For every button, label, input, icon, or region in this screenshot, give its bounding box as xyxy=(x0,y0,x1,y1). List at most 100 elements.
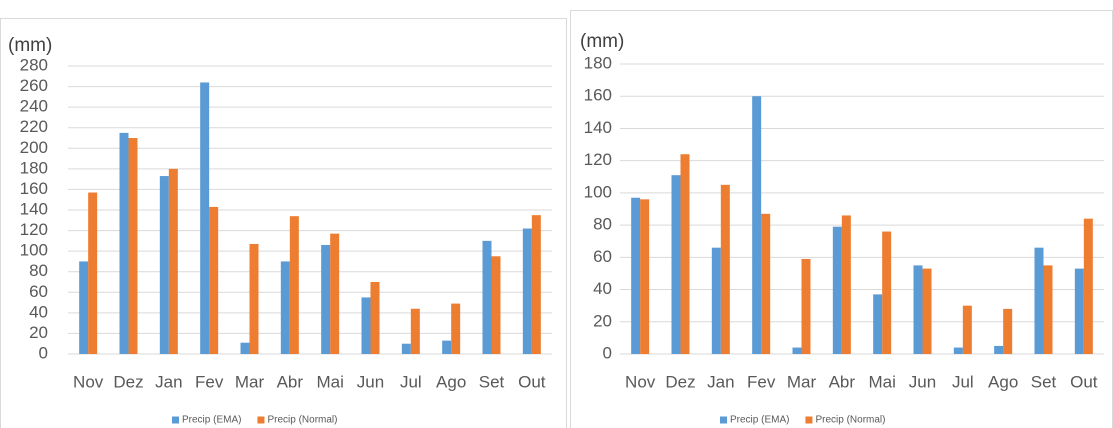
bar xyxy=(289,216,299,354)
bar xyxy=(680,154,690,354)
x-tick-label: Dez xyxy=(665,372,695,391)
y-tick-label: 60 xyxy=(593,247,612,266)
x-tick-label: Fev xyxy=(195,372,224,391)
bar xyxy=(168,168,178,354)
bar xyxy=(913,265,923,354)
legend-swatch xyxy=(172,416,179,424)
bar xyxy=(962,305,972,354)
y-tick-label: 20 xyxy=(593,311,612,330)
legend-label: Precip (EMA) xyxy=(182,415,241,426)
bar xyxy=(321,244,331,354)
bar xyxy=(1034,247,1044,354)
legend-swatch xyxy=(805,416,813,424)
bar xyxy=(401,343,411,354)
bar xyxy=(1003,308,1013,354)
x-tick-label: Mai xyxy=(316,372,343,391)
panel-frame xyxy=(0,18,567,428)
y-axis-label: (mm) xyxy=(580,31,624,52)
y-tick-label: 120 xyxy=(20,220,48,239)
bar xyxy=(200,82,210,354)
y-tick-label: 280 xyxy=(20,55,48,74)
y-tick-label: 140 xyxy=(584,118,612,137)
x-tick-label: Set xyxy=(479,372,505,391)
bar xyxy=(531,215,541,354)
bar xyxy=(720,184,730,354)
x-tick-label: Dez xyxy=(113,372,143,391)
bar xyxy=(128,138,138,354)
x-tick-label: Mar xyxy=(235,372,265,391)
y-tick-label: 180 xyxy=(584,53,612,72)
bar xyxy=(882,231,892,354)
bar xyxy=(280,261,290,354)
bar xyxy=(953,347,963,354)
y-tick-label: 0 xyxy=(39,343,48,362)
y-tick-label: 180 xyxy=(20,158,48,177)
bar xyxy=(79,261,89,354)
x-tick-label: Nov xyxy=(625,372,656,391)
x-tick-label: Set xyxy=(1031,372,1057,391)
y-tick-label: 200 xyxy=(20,138,48,157)
legend-swatch xyxy=(257,416,265,424)
x-tick-label: Abr xyxy=(277,372,304,391)
legend-swatch xyxy=(720,416,727,424)
bar xyxy=(631,197,641,354)
y-tick-label: 80 xyxy=(29,261,48,280)
bar xyxy=(792,347,802,354)
bar xyxy=(249,243,259,354)
y-tick-label: 40 xyxy=(29,302,48,321)
bar xyxy=(640,199,650,354)
x-tick-label: Mar xyxy=(787,372,817,391)
bar xyxy=(119,132,129,354)
x-tick-label: Fev xyxy=(747,372,776,391)
bar xyxy=(801,258,811,354)
y-tick-label: 60 xyxy=(29,282,48,301)
y-tick-label: 100 xyxy=(584,182,612,201)
y-tick-label: 120 xyxy=(584,150,612,169)
x-tick-label: Mai xyxy=(868,372,895,391)
bar xyxy=(671,175,681,354)
y-tick-label: 240 xyxy=(20,97,48,116)
y-tick-label: 40 xyxy=(593,279,612,298)
x-tick-label: Nov xyxy=(73,372,104,391)
bar xyxy=(873,294,883,354)
x-tick-label: Jul xyxy=(400,372,422,391)
y-tick-label: 160 xyxy=(584,86,612,105)
bar xyxy=(482,240,492,354)
bar xyxy=(752,96,762,354)
bar xyxy=(1074,268,1084,354)
panel-frame xyxy=(570,10,1113,428)
x-tick-label: Jul xyxy=(952,372,974,391)
bar xyxy=(370,282,380,354)
y-tick-label: 160 xyxy=(20,179,48,198)
x-tick-label: Out xyxy=(1070,372,1098,391)
x-tick-label: Ago xyxy=(436,372,466,391)
x-tick-label: Out xyxy=(518,372,546,391)
bar xyxy=(361,297,371,354)
bar xyxy=(1043,265,1053,354)
bar xyxy=(410,308,420,354)
bar xyxy=(330,233,340,354)
legend-label: Precip (Normal) xyxy=(815,415,885,426)
y-tick-label: 220 xyxy=(20,117,48,136)
bar xyxy=(209,206,219,354)
x-tick-label: Ago xyxy=(988,372,1018,391)
bar xyxy=(761,213,771,354)
bar xyxy=(442,340,452,354)
x-tick-label: Jan xyxy=(155,372,182,391)
bar xyxy=(832,226,842,354)
x-tick-label: Abr xyxy=(829,372,856,391)
bar xyxy=(841,215,851,354)
bar xyxy=(491,256,501,354)
bar xyxy=(522,228,532,354)
y-tick-label: 140 xyxy=(20,199,48,218)
y-tick-label: 0 xyxy=(603,343,612,362)
legend-label: Precip (Normal) xyxy=(267,415,337,426)
bar xyxy=(711,247,721,354)
x-tick-label: Jun xyxy=(357,372,384,391)
y-tick-label: 100 xyxy=(20,241,48,260)
y-tick-label: 80 xyxy=(593,215,612,234)
bar xyxy=(922,268,932,354)
bar xyxy=(240,342,250,354)
